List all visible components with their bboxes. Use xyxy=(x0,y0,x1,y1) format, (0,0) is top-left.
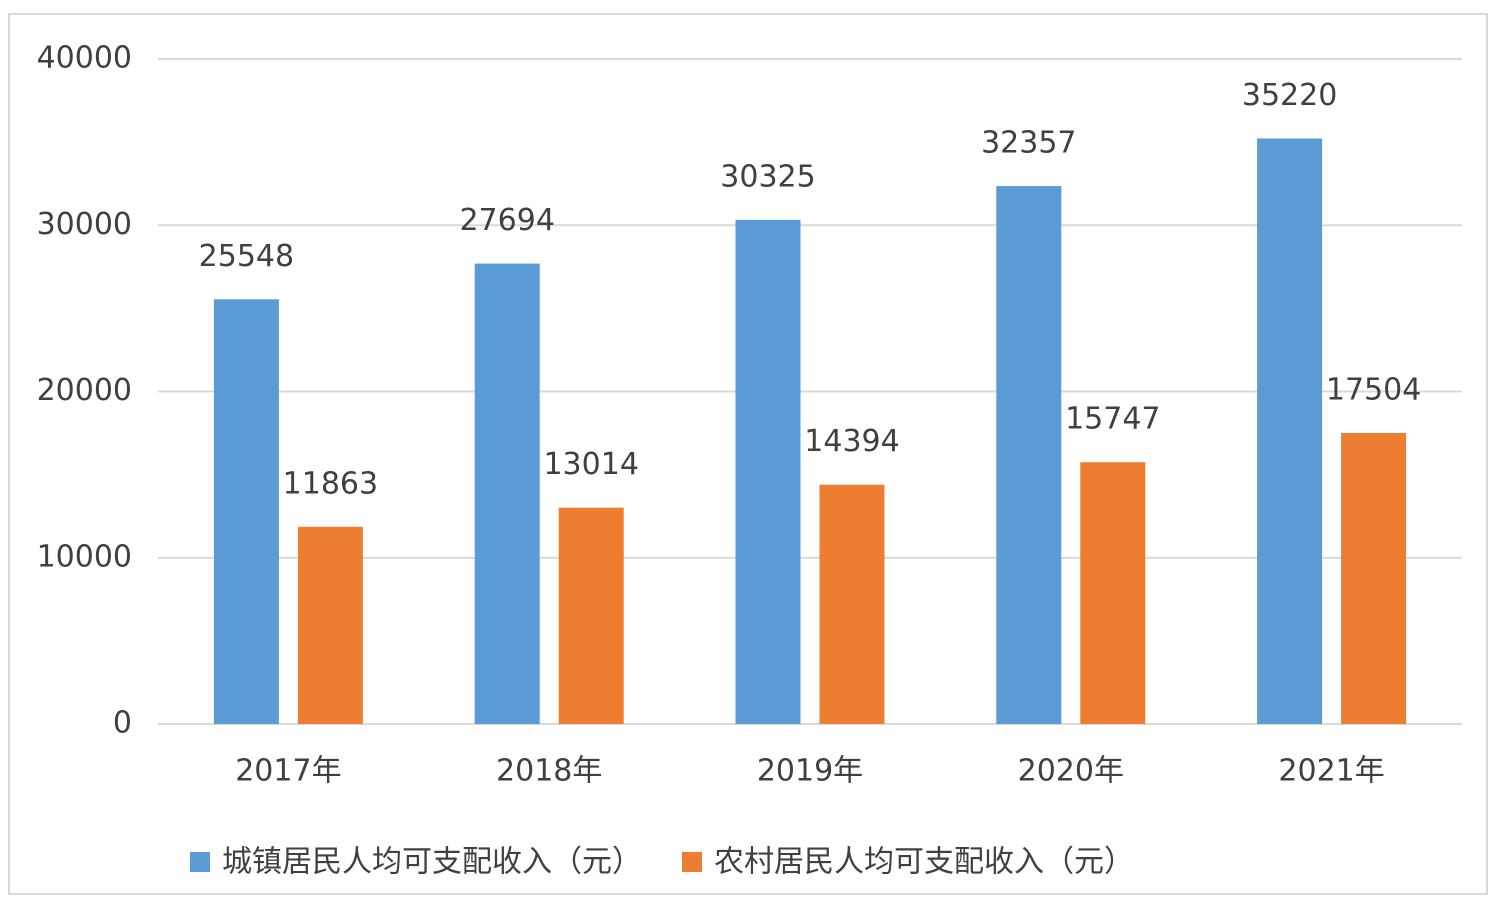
data-label: 27694 xyxy=(459,203,554,238)
bar xyxy=(1080,462,1146,724)
legend-swatch xyxy=(682,852,702,872)
data-label: 14394 xyxy=(804,424,899,459)
legend-swatch xyxy=(190,852,210,872)
y-tick-label: 0 xyxy=(113,706,132,741)
data-label: 17504 xyxy=(1326,372,1421,407)
x-tick-label: 2021年 xyxy=(1278,754,1384,789)
data-label: 13014 xyxy=(543,447,638,482)
bar xyxy=(1341,432,1407,724)
y-tick-label: 10000 xyxy=(37,539,132,574)
data-label: 32357 xyxy=(981,126,1076,161)
x-tick-label: 2017年 xyxy=(235,754,341,789)
x-tick-label: 2019年 xyxy=(757,754,863,789)
data-label: 35220 xyxy=(1242,78,1337,113)
legend-label: 城镇居民人均可支配收入（元） xyxy=(222,845,642,880)
legend-label: 农村居民人均可支配收入（元） xyxy=(714,845,1134,880)
data-label: 11863 xyxy=(283,466,378,501)
y-tick-label: 40000 xyxy=(37,41,132,76)
data-label: 30325 xyxy=(720,159,815,194)
data-label: 15747 xyxy=(1065,402,1160,437)
data-label: 25548 xyxy=(199,239,294,274)
bar xyxy=(297,526,363,724)
bar xyxy=(996,186,1062,724)
y-tick-label: 30000 xyxy=(37,207,132,242)
bar xyxy=(474,263,540,724)
bar xyxy=(213,299,279,724)
bar xyxy=(735,219,801,725)
bar xyxy=(819,484,885,724)
bar xyxy=(558,507,624,724)
y-tick-label: 20000 xyxy=(37,373,132,408)
x-tick-label: 2020年 xyxy=(1018,754,1124,789)
chart-border xyxy=(8,13,1488,895)
x-tick-label: 2018年 xyxy=(496,754,602,789)
bar xyxy=(1257,138,1323,724)
